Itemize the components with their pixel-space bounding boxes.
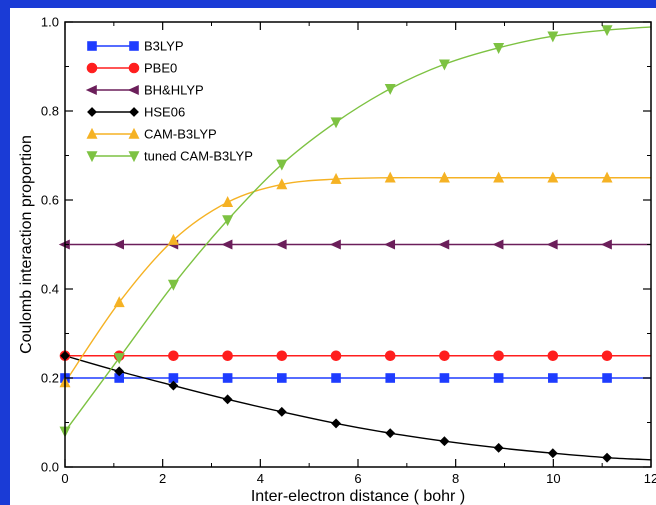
data-point: [275, 239, 287, 250]
data-point: [385, 428, 396, 439]
legend-label: BH&HLYP: [144, 83, 204, 98]
y-tick-label: 0.4: [41, 282, 59, 297]
x-tick-label: 12: [644, 471, 656, 486]
legend-marker: [129, 41, 139, 51]
x-tick-label: 8: [452, 471, 459, 486]
y-tick-label: 0.6: [41, 193, 59, 208]
y-axis-title: Coulomb interaction proportion: [18, 135, 35, 354]
legend-marker: [86, 62, 98, 74]
legend-label: tuned CAM-B3LYP: [144, 149, 253, 164]
data-point: [330, 117, 342, 129]
data-point: [331, 418, 341, 429]
data-point: [384, 171, 396, 183]
legend-marker: [87, 107, 97, 117]
data-point: [330, 350, 342, 362]
series-line-cam-b3lyp: [64, 176, 651, 383]
data-point: [112, 239, 125, 250]
data-point: [222, 196, 234, 208]
data-point: [493, 373, 504, 383]
legend-label: B3LYP: [144, 39, 184, 54]
legend-marker: [128, 127, 140, 139]
data-point: [546, 239, 558, 250]
data-point: [222, 215, 234, 227]
legend-marker: [85, 85, 97, 95]
data-point: [329, 239, 341, 250]
data-point: [222, 350, 233, 362]
data-point: [439, 373, 450, 383]
x-tick-label: 4: [257, 471, 264, 486]
series-markers: [58, 25, 613, 463]
legend-marker: [128, 151, 140, 163]
data-point: [438, 239, 450, 250]
axis-ticks: [64, 21, 652, 468]
data-point: [438, 59, 450, 71]
tick-labels: 0 2 4 6 8 10 12 0.0 0.2 0.4 0.6 0.8 1.0: [41, 15, 656, 487]
x-tick-label: 10: [546, 471, 560, 486]
data-point: [277, 373, 287, 383]
data-point: [276, 159, 288, 171]
legend-marker: [127, 85, 139, 95]
legend-marker: [128, 62, 140, 74]
data-point: [493, 442, 504, 453]
legend-marker: [129, 107, 139, 117]
data-point: [602, 452, 612, 463]
legend-label: HSE06: [144, 105, 185, 120]
legend-marker: [86, 127, 98, 139]
data-point: [222, 394, 233, 405]
legend: B3LYP PBE0 BH&HLYP HSE06 CAM-B3LYP tuned CAM-…: [85, 39, 253, 164]
series-line-hse06: [64, 355, 652, 461]
data-point: [600, 239, 612, 250]
data-point: [601, 25, 613, 37]
data-point: [385, 373, 396, 383]
y-tick-label: 0.2: [41, 371, 59, 386]
data-point: [114, 366, 125, 377]
data-point: [493, 43, 505, 54]
data-point: [276, 350, 288, 362]
x-tick-label: 6: [354, 471, 361, 486]
y-tick-label: 1.0: [41, 15, 59, 30]
data-point: [384, 350, 396, 362]
data-point: [383, 239, 396, 250]
data-point: [113, 353, 125, 365]
x-tick-label: 0: [61, 471, 68, 486]
data-point: [547, 31, 559, 43]
data-point: [438, 171, 450, 183]
data-point: [330, 172, 342, 184]
legend-label: PBE0: [144, 61, 177, 76]
y-tick-label: 0.8: [41, 104, 59, 119]
data-point: [221, 239, 233, 250]
y-tick-label: 0.0: [41, 460, 59, 475]
legend-marker: [86, 151, 98, 163]
data-point: [547, 171, 559, 183]
data-point: [548, 373, 558, 383]
data-point: [168, 380, 179, 391]
data-point: [276, 406, 287, 417]
legend-label: CAM-B3LYP: [144, 127, 217, 142]
data-point: [547, 448, 558, 459]
data-point: [384, 83, 396, 95]
data-point: [113, 296, 125, 308]
data-point: [439, 436, 450, 447]
x-tick-label: 2: [159, 471, 166, 486]
data-point: [276, 178, 288, 190]
data-point: [602, 373, 612, 383]
line-chart: 0 2 4 6 8 10 12 0.0 0.2 0.4 0.6 0.8 1.0 B3LYP PBE0 BH&…: [18, 15, 656, 505]
data-point: [547, 350, 559, 362]
data-point: [167, 233, 179, 245]
data-point: [492, 239, 504, 250]
chart-frame: 0 2 4 6 8 10 12 0.0 0.2 0.4 0.6 0.8 1.0 B3LYP PBE0 BH&…: [10, 8, 656, 505]
data-point: [168, 350, 179, 362]
data-point: [222, 373, 233, 383]
data-point: [601, 350, 613, 362]
data-point: [331, 373, 341, 383]
x-axis-title: Inter-electron distance ( bohr ): [251, 488, 465, 505]
data-point: [601, 171, 613, 183]
data-point: [439, 350, 450, 362]
data-point: [493, 171, 505, 183]
data-point: [493, 350, 504, 362]
data-point: [167, 279, 179, 291]
legend-marker: [87, 41, 97, 51]
